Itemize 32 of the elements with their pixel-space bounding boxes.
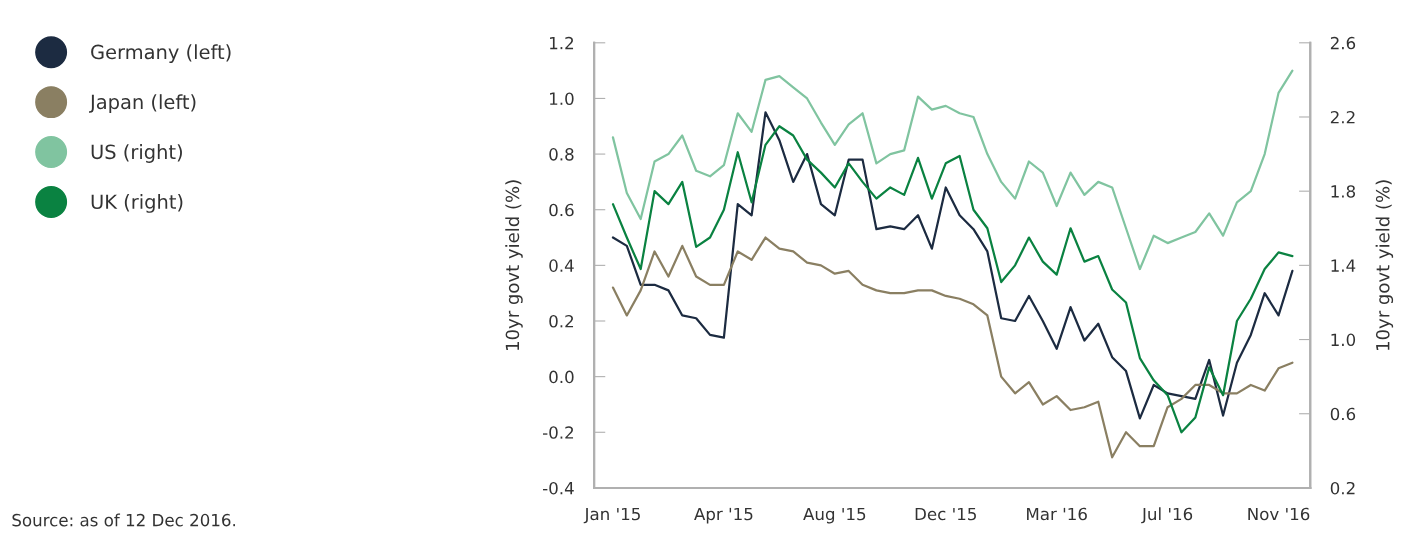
y-tick-label: 0.6: [549, 203, 574, 217]
y2-tick-label: 0.2: [1330, 481, 1355, 495]
x-tick-label: Dec '15: [915, 507, 976, 521]
legend-label: Japan (left): [89, 94, 196, 113]
legend-label: US (right): [91, 144, 182, 163]
y-tick-label: -0.2: [542, 426, 574, 439]
x-tick-label: Aug '15: [803, 507, 866, 524]
legend-label: Germany (left): [91, 44, 231, 64]
x-tick-label: Mar '16: [1027, 507, 1087, 521]
y-tick-label: 0.0: [549, 370, 574, 384]
y2-tick-label: 2.2: [1330, 110, 1355, 124]
source-note: Source: as of 12 Dec 2016.: [12, 513, 236, 527]
y-tick-label: 0.2: [549, 314, 574, 328]
y-tick-label: 1.2: [550, 36, 574, 50]
x-tick-label: Apr '15: [694, 507, 753, 524]
legend-label: UK (right): [91, 194, 183, 213]
x-tick-label: Nov '16: [1248, 507, 1310, 521]
y-axis-title: 10yr govt yield (%): [505, 180, 523, 350]
y2-tick-label: 0.6: [1330, 407, 1356, 421]
y-tick-label: -0.4: [542, 481, 574, 495]
y2-tick-label: 1.0: [1331, 333, 1356, 347]
y-tick-label: 1.0: [550, 92, 574, 106]
x-tick-label: Jul '16: [1141, 507, 1193, 524]
y2-tick-label: 1.4: [1331, 259, 1356, 272]
y2-tick-label: 2.6: [1330, 36, 1356, 50]
line-series: [611, 236, 1294, 459]
y-tick-label: 0.4: [549, 259, 574, 272]
x-tick-label: Jan '15: [583, 507, 640, 524]
y2-axis-title: 10yr govt yield (%): [1375, 180, 1394, 350]
y2-tick-label: 1.8: [1331, 185, 1356, 198]
y-tick-label: 0.8: [549, 148, 574, 161]
line-series: [611, 69, 1294, 271]
